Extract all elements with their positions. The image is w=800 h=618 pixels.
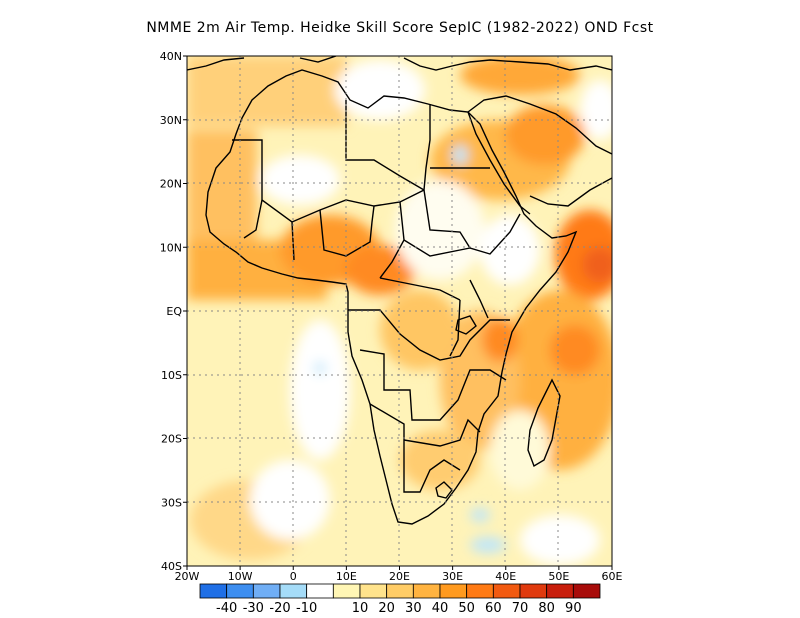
- colorbar-label: 90: [565, 601, 582, 616]
- colorbar-swatch: [492, 583, 521, 599]
- lat-tick-label: 30N: [160, 114, 182, 127]
- colorbar-swatch: [519, 583, 548, 599]
- lat-tick-label: 10S: [161, 369, 182, 382]
- lat-tick-label: 20N: [160, 178, 182, 191]
- colorbar-label: 80: [538, 601, 555, 616]
- lat-tick-label: 40S: [161, 560, 182, 573]
- lon-tick-label: 20W: [175, 570, 200, 583]
- colorbar-label: 70: [512, 601, 529, 616]
- colorbar-swatch: [252, 583, 281, 599]
- colorbar: [199, 583, 601, 599]
- colorbar-label: 60: [485, 601, 502, 616]
- lat-tick-label: 30S: [161, 496, 182, 509]
- colorbar-swatch: [439, 583, 468, 599]
- lat-tick-label: EQ: [166, 305, 182, 318]
- lon-tick-label: 20E: [389, 570, 410, 583]
- colorbar-swatch: [466, 583, 494, 599]
- colorbar-label: -10: [296, 601, 317, 616]
- colorbar-swatch: [226, 583, 254, 599]
- lon-tick-label: 10W: [228, 570, 253, 583]
- lon-tick-label: 60E: [602, 570, 623, 583]
- colorbar-label: 40: [432, 601, 449, 616]
- lon-tick-label: 50E: [548, 570, 569, 583]
- lon-tick-label: 0: [290, 570, 297, 583]
- colorbar-label: -20: [269, 601, 290, 616]
- colorbar-swatch: [546, 583, 574, 599]
- colorbar-label: 50: [458, 601, 475, 616]
- colorbar-label: 10: [352, 601, 369, 616]
- colorbar-label: 30: [405, 601, 422, 616]
- shaded-field: [187, 56, 612, 566]
- latitude-axis: 40N 30N 20N 10N EQ 10S 20S 30S 40S: [160, 50, 187, 573]
- colorbar-label: -40: [216, 601, 237, 616]
- coastlines: [187, 56, 612, 525]
- longitude-axis: 20W 10W 0 10E 20E 30E 40E 50E 60E: [175, 566, 623, 583]
- colorbar-swatch: [572, 583, 601, 599]
- colorbar-labels: -40 -30 -20 -10 10 20 30 40 50 60 70 80 90: [216, 601, 582, 616]
- lat-tick-label: 10N: [160, 241, 182, 254]
- colorbar-swatch: [359, 583, 388, 599]
- colorbar-swatch: [199, 583, 228, 599]
- colorbar-swatch: [279, 583, 308, 599]
- lon-tick-label: 10E: [336, 570, 357, 583]
- lon-tick-label: 40E: [495, 570, 516, 583]
- gridlines: [187, 56, 612, 566]
- lat-tick-label: 40N: [160, 50, 182, 63]
- colorbar-label: 20: [378, 601, 395, 616]
- colorbar-swatch: [306, 583, 334, 599]
- colorbar-swatch: [412, 583, 441, 599]
- colorbar-swatch: [332, 583, 361, 599]
- map-title: NMME 2m Air Temp. Heidke Skill Score Sep…: [146, 20, 654, 36]
- lon-tick-label: 30E: [442, 570, 463, 583]
- lat-tick-label: 20S: [161, 433, 182, 446]
- colorbar-label: -30: [243, 601, 264, 616]
- colorbar-swatch: [386, 583, 414, 599]
